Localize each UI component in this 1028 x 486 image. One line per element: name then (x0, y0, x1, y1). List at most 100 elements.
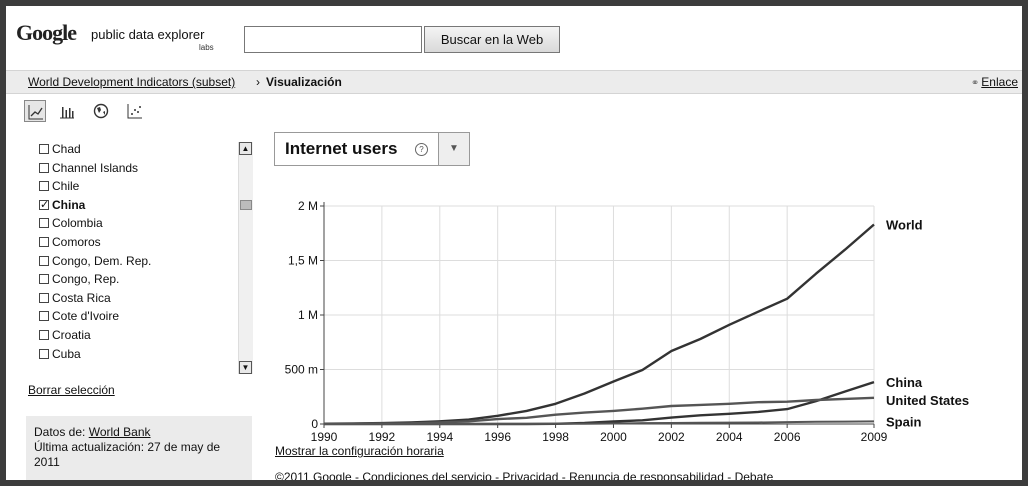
country-item[interactable]: Chile (39, 177, 151, 196)
scrollbar[interactable]: ▲ ▼ (238, 142, 253, 374)
x-tick-label: 1992 (369, 430, 396, 442)
source-line: Datos de: World Bank (34, 425, 151, 439)
country-label: Congo, Rep. (52, 272, 120, 287)
country-checkbox[interactable] (39, 348, 49, 359)
country-item[interactable]: China (39, 196, 151, 215)
series-line-united-states (323, 396, 875, 425)
country-checkbox[interactable] (39, 218, 49, 229)
country-label: Costa Rica (52, 290, 111, 305)
country-checkbox[interactable] (39, 292, 49, 303)
country-checkbox[interactable] (39, 311, 49, 322)
country-item[interactable]: Cote d'Ivoire (39, 307, 151, 326)
country-checkbox[interactable] (39, 144, 49, 154)
google-logo: Google (16, 20, 77, 45)
x-tick-label: 2002 (658, 430, 685, 442)
source-link[interactable]: World Bank (88, 425, 151, 439)
timezone-settings-link[interactable]: Mostrar la configuración horaria (275, 444, 444, 458)
y-tick-label: 2 M (298, 199, 318, 213)
series-label: United States (886, 393, 969, 408)
y-tick-label: 0 (311, 417, 318, 431)
country-item[interactable]: Costa Rica (39, 289, 151, 308)
search-input[interactable] (244, 26, 422, 53)
x-tick-label: 2004 (716, 430, 743, 442)
country-item[interactable]: Cuba (39, 345, 151, 364)
y-tick-label: 1 M (298, 308, 318, 322)
app-frame: Google public data explorer labs Buscar … (6, 6, 1022, 480)
scroll-up-button[interactable]: ▲ (239, 142, 252, 155)
line-chart: 0 500 m 1 M 1,5 M 2 M 1990 1992 1994 1996 1998 200… (285, 199, 969, 442)
footer-link-privacy[interactable]: Privacidad (502, 470, 559, 480)
footer-link-disclaimer[interactable]: Renuncia de responsabilidad (569, 470, 724, 480)
country-list: Chad Channel Islands Chile China Colombia Com… (39, 140, 151, 363)
breadcrumb-separator: › (256, 75, 260, 89)
country-item[interactable]: Chad (39, 140, 151, 159)
country-item[interactable]: Congo, Rep. (39, 270, 151, 289)
x-tick-label: 2009 (861, 430, 888, 442)
copyright: ©2011 Google - (275, 470, 363, 480)
indicator-selector[interactable]: Internet users ? ▼ (274, 132, 470, 166)
country-item[interactable]: Channel Islands (39, 159, 151, 178)
country-checkbox[interactable] (39, 181, 49, 192)
scroll-down-button[interactable]: ▼ (239, 361, 252, 374)
sidebar: Chad Channel Islands Chile China Colombia Com… (6, 132, 256, 480)
indicator-label: Internet users (285, 139, 398, 158)
line-chart-icon[interactable] (24, 100, 46, 122)
series-line-world (323, 223, 875, 425)
x-tick-label: 1990 (311, 430, 338, 442)
last-updated: Última actualización: 27 de may de 2011 (34, 440, 221, 469)
scroll-thumb[interactable] (240, 200, 252, 210)
country-label: Chad (52, 142, 81, 156)
x-tick-label: 1996 (484, 430, 511, 442)
labs-tag: labs (199, 43, 214, 52)
breadcrumb: World Development Indicators (subset) › … (6, 70, 1022, 94)
series-label: World (886, 218, 923, 233)
country-checkbox[interactable] (39, 196, 49, 214)
footer-separator: - (723, 470, 735, 480)
country-checkbox[interactable] (39, 162, 49, 173)
series-label: China (886, 375, 923, 390)
country-checkbox[interactable] (39, 329, 49, 340)
chevron-down-icon[interactable]: ▼ (438, 133, 469, 165)
clear-selection-link[interactable]: Borrar selección (28, 383, 115, 397)
country-checkbox[interactable] (39, 236, 49, 247)
country-item[interactable]: Comoros (39, 233, 151, 252)
source-box: Datos de: World Bank Última actualizació… (26, 416, 252, 480)
country-checkbox[interactable] (39, 255, 49, 266)
product-name: public data explorer (91, 27, 205, 42)
breadcrumb-current: Visualización (266, 75, 342, 89)
country-item[interactable]: Congo, Dem. Rep. (39, 252, 151, 271)
footer-separator: - (491, 470, 503, 480)
permalink[interactable]: ⚭ Enlace (971, 75, 1018, 89)
country-checkbox[interactable] (39, 274, 49, 285)
country-label: China (52, 197, 86, 212)
country-label: Cuba (52, 346, 81, 361)
bar-chart-icon[interactable] (56, 100, 78, 122)
series-line-spain (324, 420, 875, 425)
scatter-chart-icon[interactable] (124, 100, 146, 122)
footer-link-terms[interactable]: Condiciones del servicio (362, 470, 492, 480)
source-prefix: Datos de: (34, 425, 86, 439)
permalink-label[interactable]: Enlace (981, 75, 1018, 89)
country-label: Chile (52, 179, 80, 194)
country-label: Channel Islands (52, 160, 139, 175)
country-label: Congo, Dem. Rep. (52, 253, 152, 268)
chain-link-icon: ⚭ (970, 78, 980, 89)
y-tick-label: 500 m (285, 363, 318, 377)
series-label: Spain (886, 414, 921, 429)
help-icon[interactable]: ? (415, 143, 428, 156)
country-label: Cote d'Ivoire (52, 309, 119, 324)
footer: ©2011 Google - Condiciones del servicio … (275, 470, 773, 480)
x-tick-label: 1998 (542, 430, 569, 442)
footer-separator: - (558, 470, 570, 480)
x-tick-label: 1994 (426, 430, 453, 442)
country-item[interactable]: Croatia (39, 326, 151, 345)
y-tick-label: 1,5 M (288, 254, 318, 268)
map-icon[interactable] (90, 100, 112, 122)
breadcrumb-parent-link[interactable]: World Development Indicators (subset) (28, 75, 236, 89)
footer-link-discussion[interactable]: Debate (734, 470, 774, 480)
search-button[interactable]: Buscar en la Web (424, 26, 560, 53)
country-label: Comoros (52, 234, 101, 249)
country-label: Croatia (52, 327, 91, 342)
country-label: Colombia (52, 216, 103, 231)
country-item[interactable]: Colombia (39, 214, 151, 233)
